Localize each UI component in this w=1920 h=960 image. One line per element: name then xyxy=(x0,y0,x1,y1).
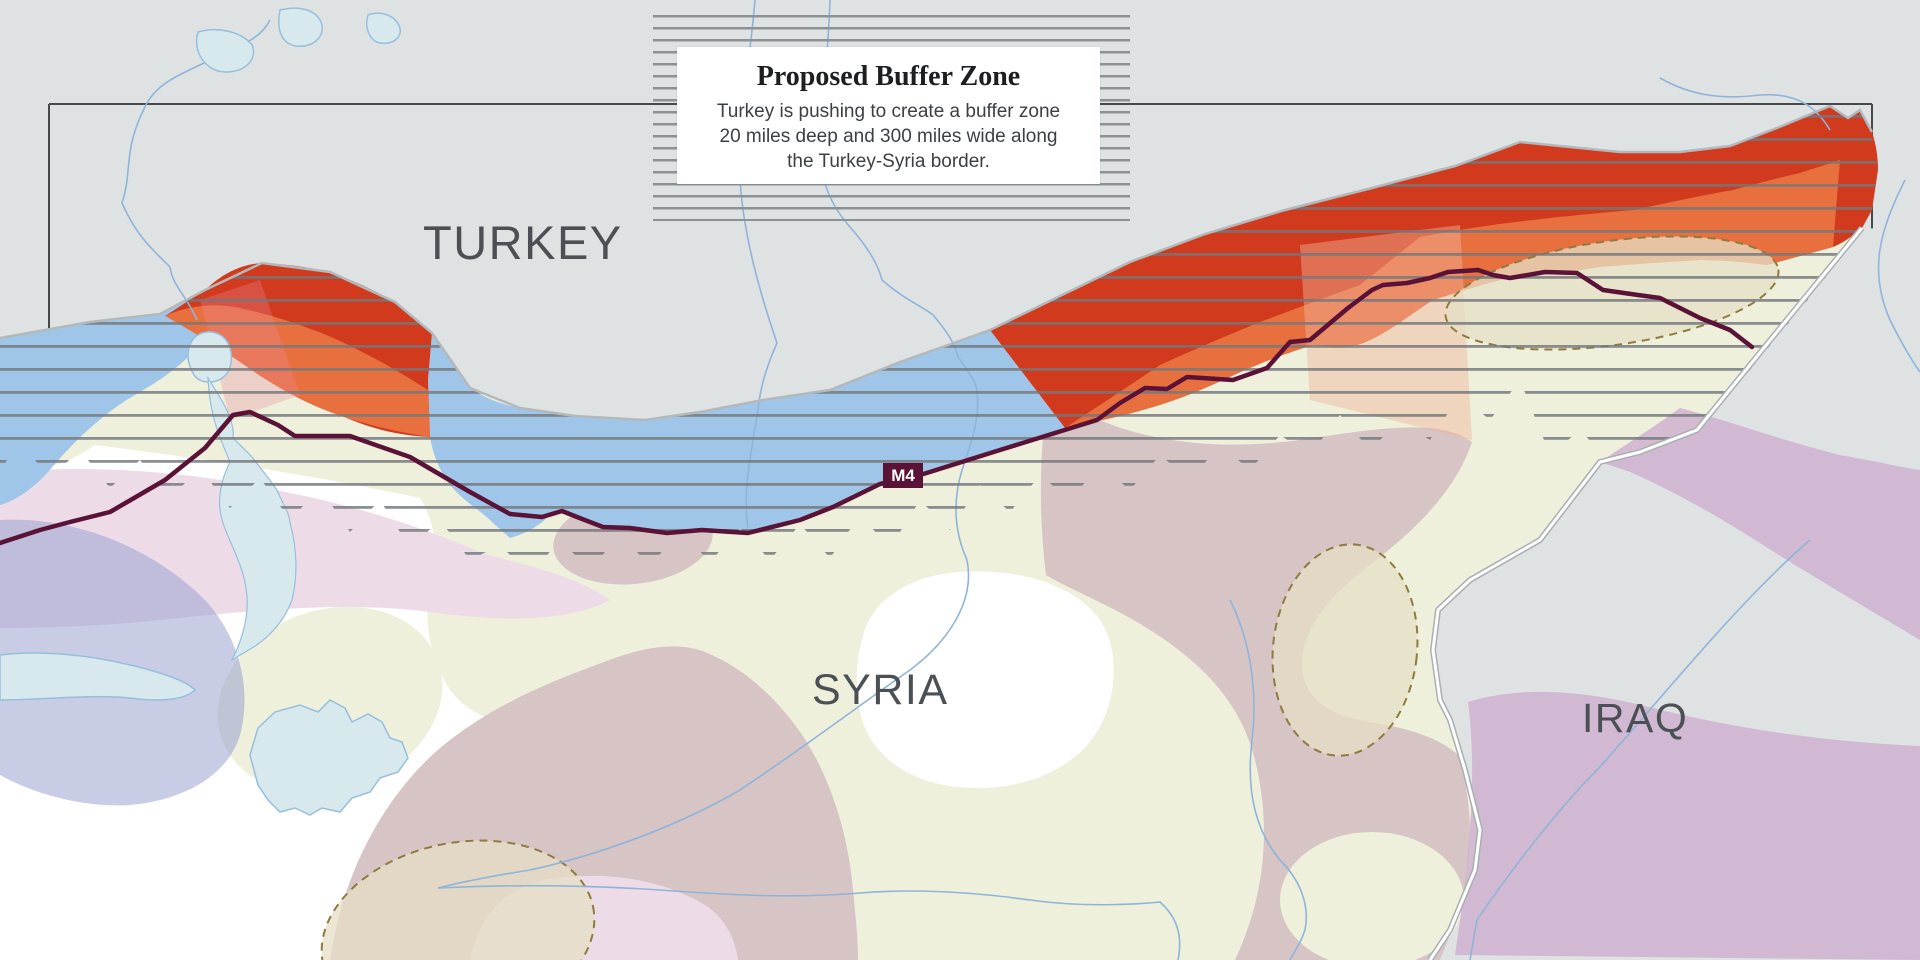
river-iraq xyxy=(1469,539,1811,960)
lake-assad xyxy=(249,699,409,816)
lake-turkey-2 xyxy=(366,12,401,45)
green-hole xyxy=(1280,832,1464,960)
annotation-title: Proposed Buffer Zone xyxy=(756,61,1021,92)
syria-label: SYRIA xyxy=(812,666,949,714)
m4-road-badge: M4 xyxy=(883,463,923,488)
syria-iraq-border xyxy=(1428,227,1864,960)
river-khabur xyxy=(1229,599,1307,960)
purple-area-iraq-south xyxy=(1455,691,1920,960)
white-area-center xyxy=(856,571,1114,789)
turkey-label: TURKEY xyxy=(423,216,623,269)
river-south xyxy=(437,885,1181,960)
lake-turkey-1 xyxy=(278,7,323,47)
annotation-description: Turkey is pushing to create a buffer zon… xyxy=(716,101,1061,172)
oilfield-east xyxy=(1271,543,1419,757)
m4-highway-line xyxy=(0,267,1755,546)
river-northeast-edge xyxy=(1877,179,1920,373)
buffer-zone-hatch xyxy=(0,106,1878,575)
iraq-label: IRAQ xyxy=(1582,695,1689,741)
purple-band-iraq xyxy=(1600,408,1920,640)
oilfield-south xyxy=(320,839,596,960)
lake-west xyxy=(0,652,197,701)
annotation-box: Proposed Buffer Zone Turkey is pushing t… xyxy=(677,47,1100,184)
mauve-area-east xyxy=(1040,392,1472,960)
turkey-syria-border xyxy=(0,104,1874,422)
lake-turkey-3 xyxy=(195,28,255,73)
